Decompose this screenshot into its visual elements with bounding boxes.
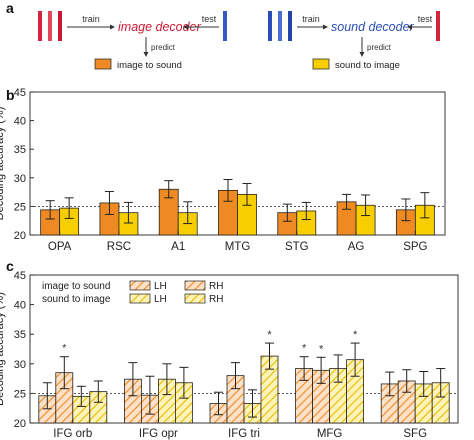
- sound-decoder-label: sound decoder: [331, 20, 415, 34]
- sound-test-pattern-icon: [223, 11, 227, 41]
- test-arrowhead-right: [407, 24, 412, 30]
- legend-label-sound-to-image: sound to image: [335, 60, 400, 71]
- train-label-left: train: [82, 14, 100, 24]
- y-tick-label: 30: [14, 359, 26, 371]
- legend-row-label: sound to image: [42, 294, 111, 305]
- x-tick-label: IFG orb: [53, 428, 92, 440]
- image-train-patterns-icon: [38, 11, 62, 41]
- image-test-pattern-icon: [436, 11, 440, 41]
- legend-col-label: LH: [154, 294, 167, 305]
- legend-col-label: RH: [209, 294, 223, 305]
- x-tick-label: SPG: [403, 241, 427, 253]
- legend-swatch: [184, 293, 206, 304]
- x-tick-label: A1: [171, 241, 185, 253]
- significance-marker: *: [267, 329, 272, 341]
- y-tick-label: 40: [14, 116, 26, 128]
- legend-swatch-image-to-sound: [94, 58, 112, 70]
- significance-marker: *: [353, 329, 358, 341]
- chart-panel-b: 20 25 30 35 40 45 Decoding accuracy (%) OPA RSC A…: [0, 87, 446, 253]
- train-arrowhead-left: [110, 24, 115, 30]
- y-axis-label: Decoding accuracy (%): [0, 107, 6, 221]
- predict-arrowhead-right: [359, 52, 365, 57]
- x-tick-label: MFG: [317, 428, 343, 440]
- train-arrowhead-right: [323, 24, 328, 30]
- legend-swatch: [129, 293, 151, 304]
- legend-swatch-sound-to-image: [312, 58, 330, 70]
- predict-label-right: predict: [367, 43, 392, 52]
- x-tick-label: RSC: [107, 241, 131, 253]
- y-tick-label: 35: [14, 329, 26, 341]
- predict-label-left: predict: [151, 43, 176, 52]
- sound-train-patterns-icon: [268, 11, 292, 41]
- test-label-right: test: [418, 14, 433, 24]
- y-tick-label: 20: [14, 418, 26, 430]
- panel-label-b: b: [6, 87, 15, 103]
- x-tick-label: IFG tri: [228, 428, 260, 440]
- significance-marker: *: [302, 343, 307, 355]
- test-arrowhead-left: [183, 24, 188, 30]
- x-tick-label: OPA: [48, 241, 72, 253]
- legend-col-label: LH: [154, 281, 167, 292]
- legend-col-label: RH: [209, 281, 223, 292]
- chart-legend: image to sound LH RH sound to image LH RH: [42, 280, 223, 305]
- y-tick-label: 30: [14, 173, 26, 185]
- x-tick-label: STG: [285, 241, 309, 253]
- legend-label-image-to-sound: image to sound: [117, 60, 182, 71]
- panel-label-c: c: [6, 258, 14, 274]
- schematic-sound-decoder: train sound decoder test predict sound t…: [268, 11, 440, 71]
- significance-marker: *: [62, 343, 67, 355]
- y-tick-label: 40: [14, 300, 26, 312]
- chart-panel-c: 20 25 30 35 40 45 Decoding accuracy (%) * IFG or…: [0, 270, 459, 440]
- image-decoder-label: image decoder: [118, 20, 202, 34]
- test-label-left: test: [202, 14, 217, 24]
- legend-swatch: [184, 280, 206, 291]
- train-label-right: train: [302, 14, 320, 24]
- x-tick-label: MTG: [225, 241, 251, 253]
- y-tick-label: 45: [14, 87, 26, 99]
- legend-swatch: [129, 280, 151, 291]
- y-tick-label: 20: [14, 230, 26, 242]
- legend-row-label: image to sound: [42, 281, 110, 292]
- x-tick-label: IFG opr: [139, 428, 178, 440]
- predict-arrowhead-left: [143, 52, 149, 57]
- y-axis-label: Decoding accuracy (%): [0, 292, 6, 406]
- significance-marker: *: [319, 343, 324, 355]
- panel-label-a: a: [6, 0, 14, 16]
- y-tick-label: 25: [14, 201, 26, 213]
- y-tick-label: 45: [14, 270, 26, 282]
- y-tick-label: 35: [14, 144, 26, 156]
- x-tick-label: AG: [348, 241, 365, 253]
- x-tick-label: SFG: [403, 428, 427, 440]
- y-tick-label: 25: [14, 388, 26, 400]
- schematic-image-decoder: train image decoder test predict image t…: [38, 11, 227, 71]
